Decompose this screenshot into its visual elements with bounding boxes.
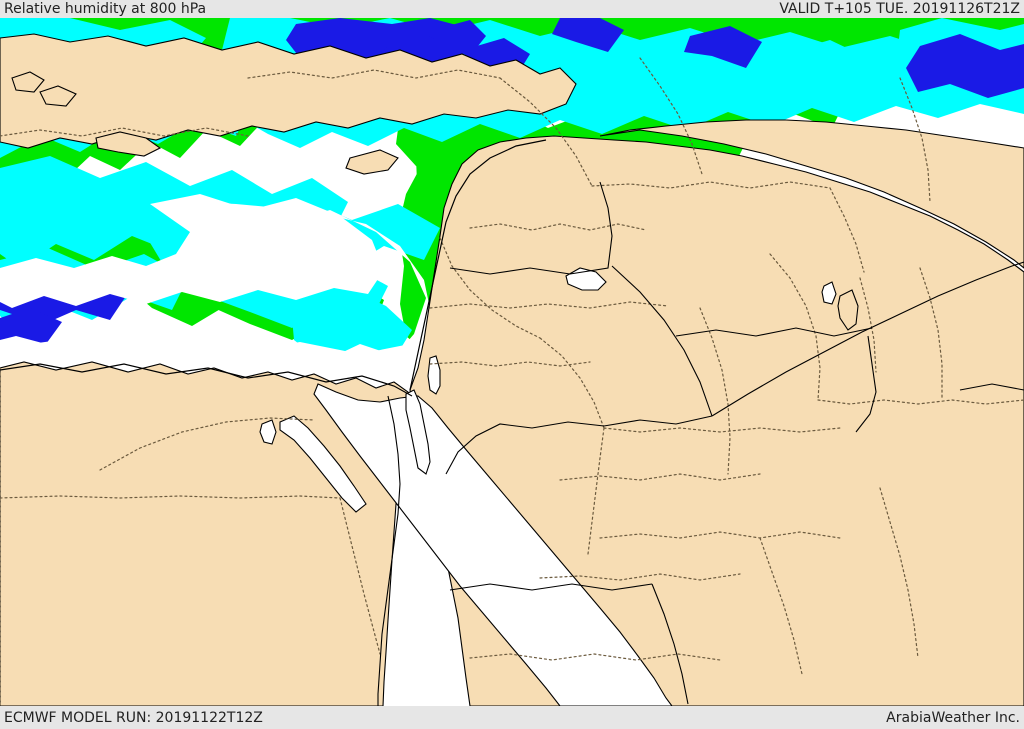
crete-island bbox=[95, 131, 162, 157]
weather-map-svg bbox=[0, 18, 1024, 706]
valid-time-label: VALID T+105 TUE. 20191126T21Z bbox=[779, 1, 1020, 17]
map-canvas[interactable] bbox=[0, 18, 1024, 706]
aegean-island-a bbox=[39, 85, 77, 107]
page-title: Relative humidity at 800 hPa bbox=[4, 1, 207, 17]
iraq-iran-landmass bbox=[599, 119, 1024, 269]
header-bar: Relative humidity at 800 hPa VALID T+105… bbox=[0, 0, 1024, 18]
coastline-overlay bbox=[0, 139, 547, 397]
footer-bar: ECMWF MODEL RUN: 20191122T12Z ArabiaWeat… bbox=[0, 706, 1024, 729]
cyprus-island bbox=[345, 149, 399, 175]
lake-nasser bbox=[259, 419, 277, 445]
provider-label: ArabiaWeather Inc. bbox=[886, 709, 1020, 726]
gulf-of-aqaba bbox=[405, 389, 431, 475]
turkey-anatolia-landmass bbox=[0, 33, 577, 149]
red-sea bbox=[313, 383, 673, 706]
solid-country-borders bbox=[377, 181, 1024, 706]
model-run-label: ECMWF MODEL RUN: 20191122T12Z bbox=[4, 709, 263, 726]
qatar-peninsula bbox=[837, 289, 859, 331]
inland-water-bodies bbox=[259, 267, 837, 706]
dead-sea bbox=[427, 355, 441, 395]
arabia-levant-landmass bbox=[409, 135, 1024, 706]
country-borders bbox=[0, 57, 1024, 706]
gulf-of-suez bbox=[279, 415, 367, 513]
aegean-island-b bbox=[11, 71, 45, 93]
bahrain-island bbox=[821, 281, 837, 305]
